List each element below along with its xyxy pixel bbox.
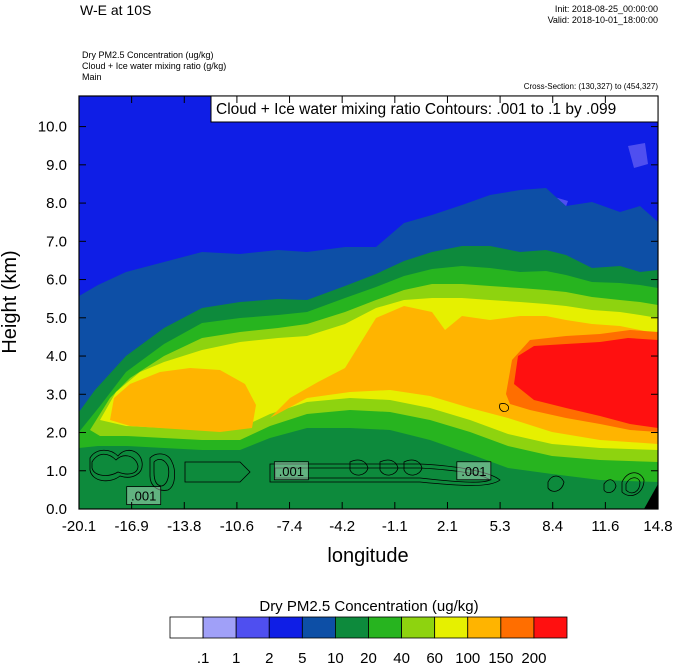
field-list: Dry PM2.5 Concentration (ug/kg) Cloud + …: [82, 50, 226, 83]
colorbar-label: 150: [488, 650, 513, 667]
colorbar-title: Dry PM2.5 Concentration (ug/kg): [259, 598, 478, 615]
colorbar-label: 100: [455, 650, 480, 667]
valid-time: Valid: 2018-10-01_18:00:00: [547, 15, 658, 25]
contour-label: .001: [131, 489, 156, 504]
colorbar-label: 10: [327, 650, 344, 667]
x-tick-label: -10.6: [220, 518, 254, 535]
colorbar-swatch: [335, 616, 369, 639]
y-tick-label: 4.0: [46, 348, 67, 365]
y-tick-label: 10.0: [38, 119, 67, 136]
colorbar-swatch: [301, 616, 336, 639]
contour-label-box: [456, 461, 492, 481]
colorbar-swatch: [235, 616, 270, 639]
colorbar-label: 1: [232, 650, 240, 667]
colorbar-swatch: [434, 616, 469, 639]
colorbar-swatch: [533, 616, 568, 639]
colorbar-label: 60: [426, 650, 443, 667]
x-tick-label: -7.4: [277, 518, 303, 535]
field-main: Main: [82, 72, 102, 82]
y-tick-label: 1.0: [46, 463, 67, 480]
x-tick-label: -13.8: [167, 518, 201, 535]
x-tick-label: -16.9: [115, 518, 149, 535]
contour-info-box: Cloud + Ice water mixing ratio Contours:…: [210, 95, 659, 123]
colorbar-swatch: [202, 616, 237, 639]
colorbar-label: 5: [298, 650, 306, 667]
x-tick-label: 14.8: [643, 518, 672, 535]
contour-label: .001: [461, 464, 486, 479]
colorbar-label: .1: [197, 650, 210, 667]
band-over-200: [514, 338, 658, 428]
x-tick-label: 11.6: [591, 518, 619, 535]
field-cloud: Cloud + Ice water mixing ratio (g/kg): [82, 61, 227, 71]
x-tick-label: -1.1: [382, 518, 408, 535]
cloud-contours: [89, 403, 645, 496]
x-tick-label: 5.3: [490, 518, 511, 535]
y-tick-label: 9.0: [46, 157, 67, 174]
x-tick-label: 2.1: [437, 518, 458, 535]
y-axis: 0.0 1.0 2.0 3.0 4.0 5.0 6.0 7.0 8.0 9.0 10.0: [38, 119, 658, 518]
plot-title: W-E at 10S: [80, 2, 152, 18]
colorbar-swatch: [467, 616, 502, 639]
colorbar-swatch: [368, 616, 402, 639]
y-tick-label: 8.0: [46, 195, 67, 212]
cross-section-label: Cross-Section: (130,327) to (454,327): [523, 82, 658, 91]
contour-info-box-bg: [210, 95, 659, 123]
contour-label-box: [273, 461, 309, 481]
y-tick-label: 3.0: [46, 386, 67, 403]
x-tick-label: 8.4: [542, 518, 563, 535]
pm25-field: [79, 96, 658, 509]
band-100-150-west: [110, 368, 256, 432]
x-axis-title: longitude: [327, 545, 408, 567]
contour-label-box: [126, 486, 162, 506]
x-tick-label: -4.2: [329, 518, 355, 535]
field-pm25: Dry PM2.5 Concentration (ug/kg): [82, 50, 214, 60]
colorbar-label: 2: [265, 650, 273, 667]
time-info: Init: 2018-08-25_00:00:00 Valid: 2018-10…: [548, 4, 658, 26]
colorbar: .1 1 2 5 10 20 40 60 100 150 200: [169, 616, 568, 667]
y-tick-label: 5.0: [46, 310, 67, 327]
contour-info-text: Cloud + Ice water mixing ratio Contours:…: [216, 101, 616, 118]
y-axis-title: Height (km): [0, 250, 21, 353]
contour-value-labels: .001 .001 .001: [126, 461, 492, 506]
y-tick-label: 0.0: [46, 501, 67, 518]
colorbar-swatch: [500, 616, 535, 639]
init-time: Init: 2018-08-25_00:00:00: [554, 4, 658, 14]
y-tick-label: 7.0: [46, 233, 67, 250]
x-axis: -20.1 -16.9 -13.8 -10.6 -7.4 -4.2 -1.1 2.1 5.3 8.…: [62, 96, 673, 535]
x-tick-label: -20.1: [62, 518, 96, 535]
colorbar-swatch: [268, 616, 303, 639]
surface-terrain: [644, 484, 658, 509]
colorbar-label: 200: [521, 650, 546, 667]
colorbar-label: 20: [360, 650, 377, 667]
colorbar-swatch: [401, 616, 436, 639]
colorbar-label: 40: [393, 650, 410, 667]
colorbar-swatch: [169, 616, 204, 639]
y-tick-label: 6.0: [46, 272, 67, 289]
contour-label: .001: [279, 464, 304, 479]
y-tick-label: 2.0: [46, 425, 67, 442]
